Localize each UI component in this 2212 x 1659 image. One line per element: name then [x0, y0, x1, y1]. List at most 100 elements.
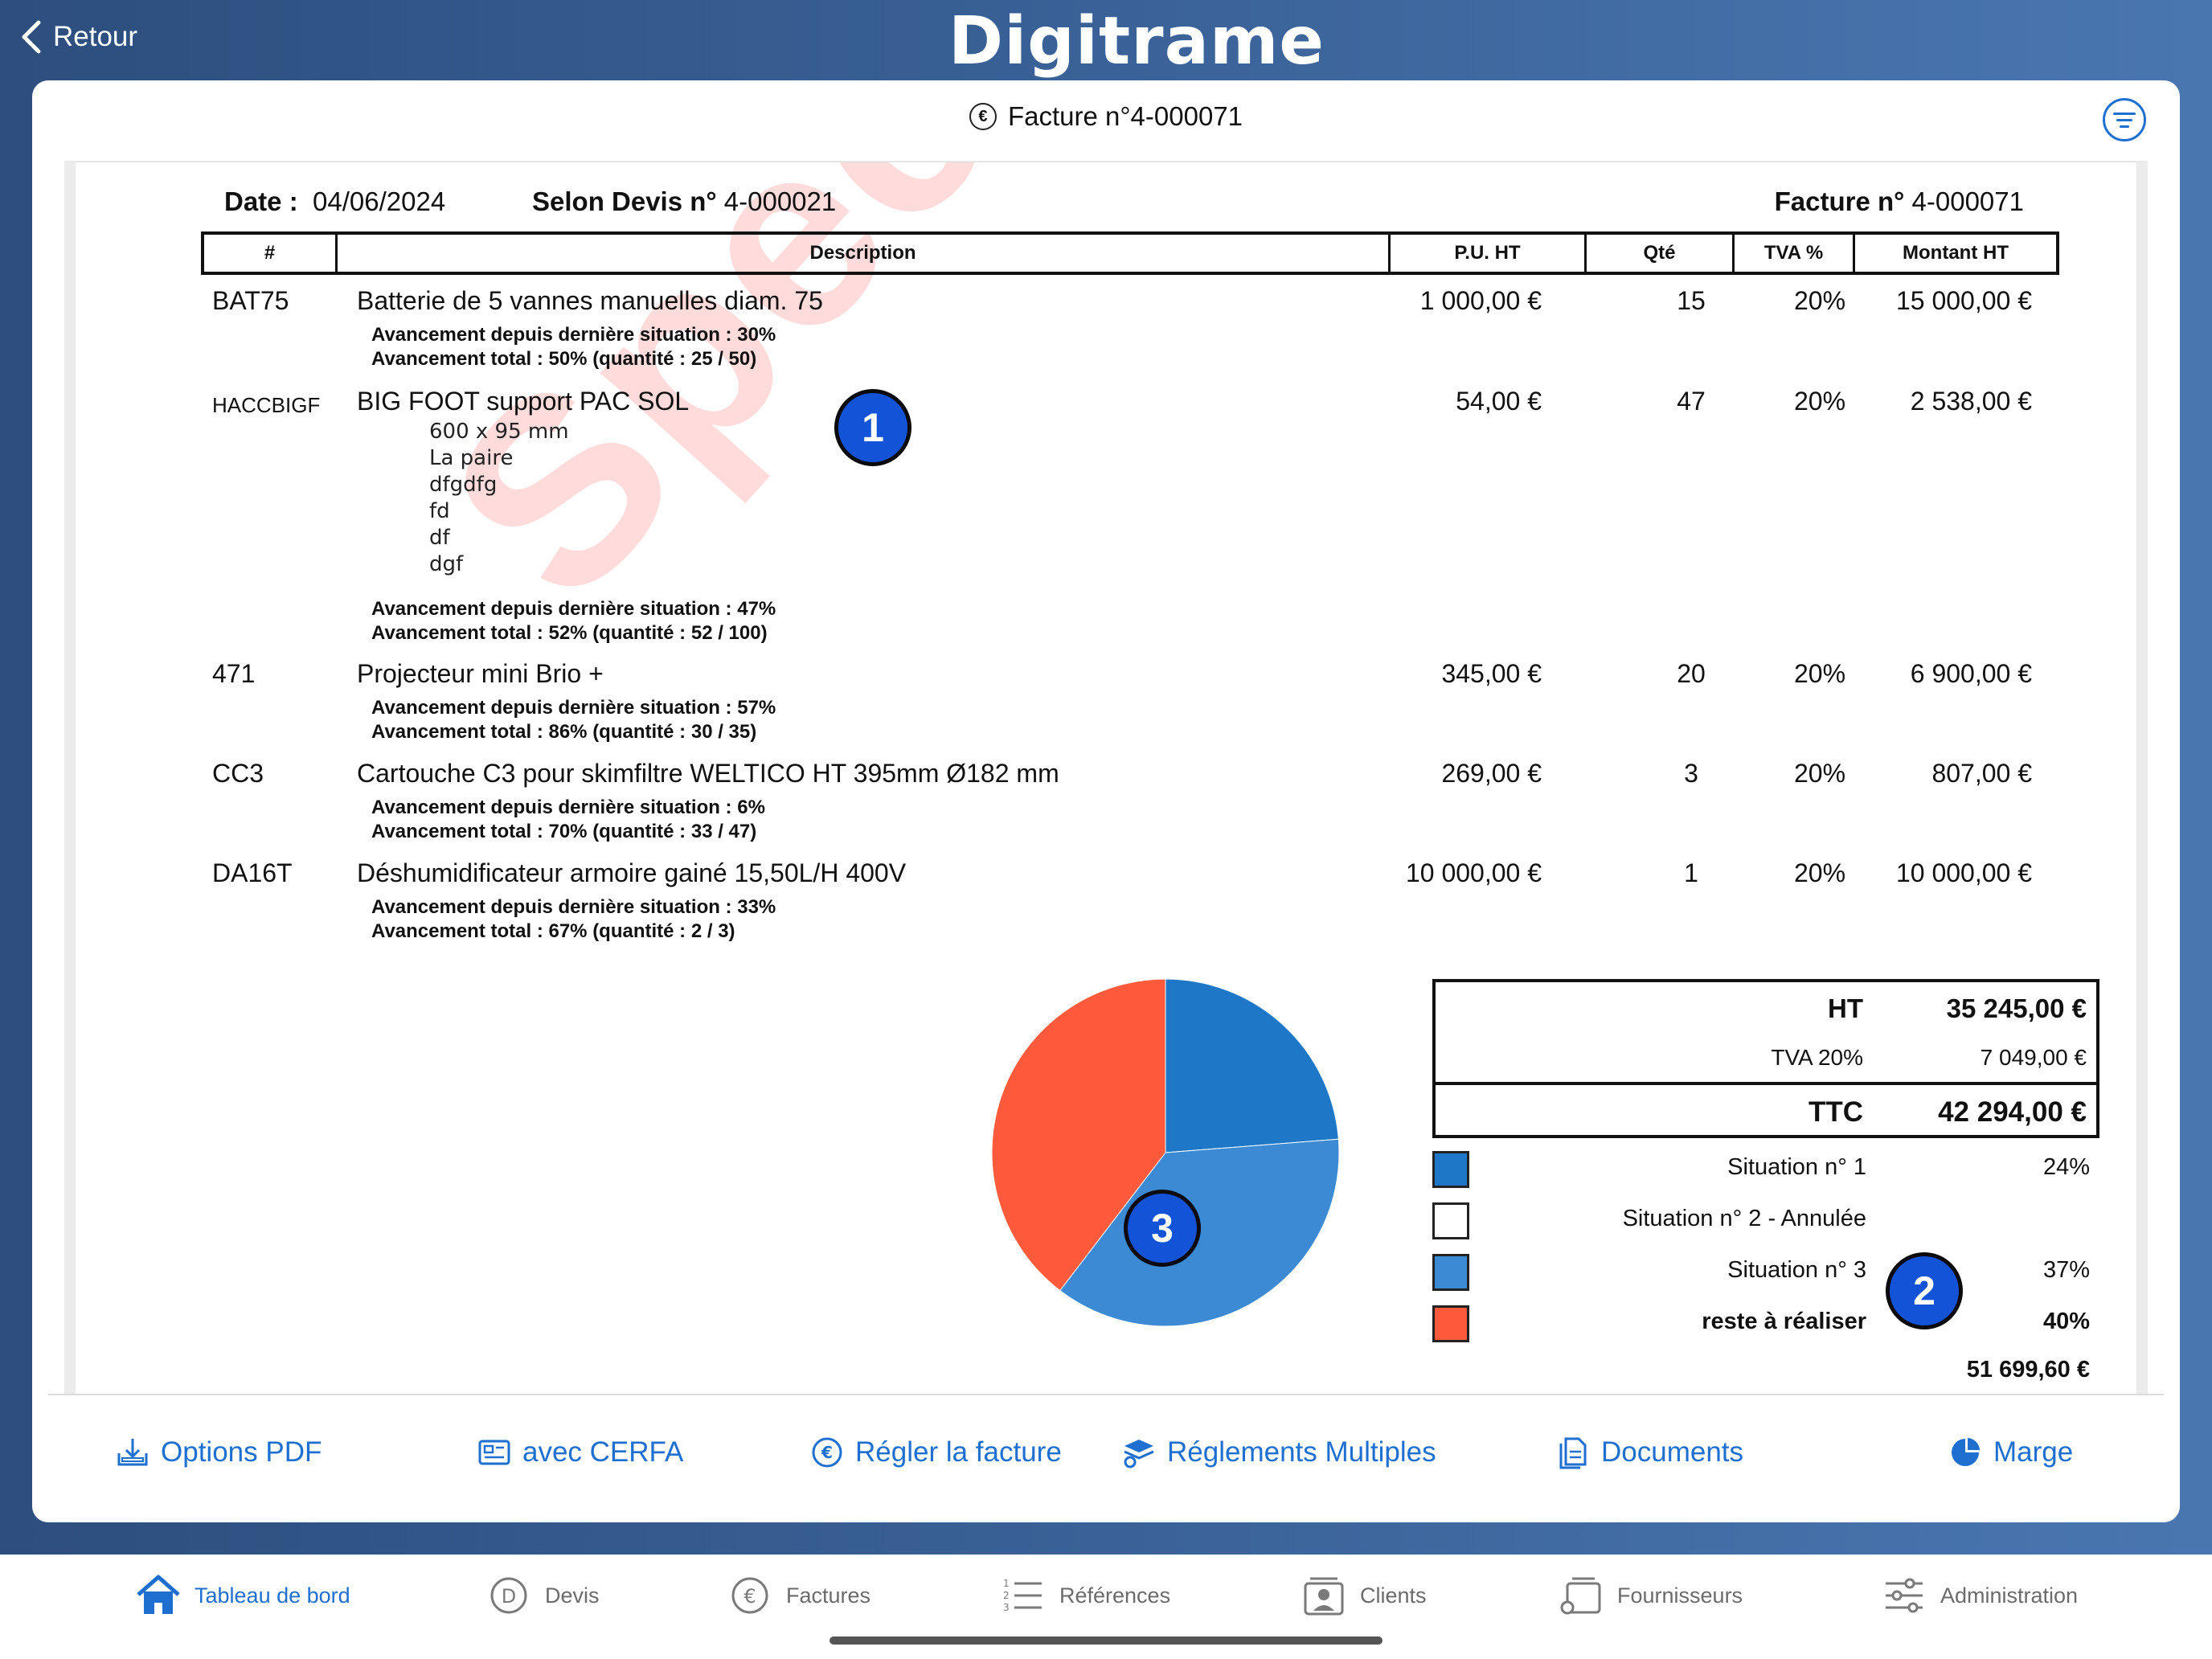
margin-button[interactable]: Marge	[1948, 1436, 2073, 1469]
item-detail-line: df	[429, 526, 450, 550]
divider	[48, 1394, 2164, 1395]
tab-dashboard-label: Tableau de bord	[195, 1583, 350, 1608]
tva-value: 7 049,00 €	[1980, 1045, 2087, 1070]
item-code: DA16T	[212, 858, 293, 887]
suppliers-icon	[1560, 1577, 1601, 1615]
item-code: 471	[212, 659, 256, 688]
item-tva: 20%	[1793, 387, 1846, 416]
ttc-value: 42 294,00 €	[1938, 1096, 2087, 1128]
item-progress-total: Avancement total : 50% (quantité : 25 / …	[371, 348, 757, 370]
ttc-label: TTC	[1808, 1096, 1863, 1128]
options-pdf-button[interactable]: Options PDF	[116, 1436, 322, 1469]
home-icon	[137, 1575, 180, 1614]
item-progress-total: Avancement total : 86% (quantité : 30 / …	[371, 721, 757, 743]
multiple-payments-label: Réglements Multiples	[1167, 1436, 1436, 1468]
item-description: Batterie de 5 vannes manuelles diam. 75	[357, 286, 823, 315]
item-description: Cartouche C3 pour skimfiltre WELTICO HT …	[357, 759, 1059, 788]
numbered-list-icon: 123	[1003, 1578, 1042, 1613]
tab-factures[interactable]: € Factures	[727, 1572, 870, 1619]
item-pu: 10 000,00 €	[1405, 858, 1542, 887]
item-code: HACCBIGF	[212, 393, 321, 417]
date-label: Date :	[224, 186, 298, 216]
item-pu: 269,00 €	[1441, 759, 1542, 788]
svg-text:3: 3	[1003, 1602, 1010, 1613]
legend-label: reste à réaliser	[1702, 1309, 1866, 1334]
legend-item: reste à réaliser 40%	[1432, 1302, 2099, 1342]
legend-label: Situation n° 3	[1727, 1257, 1866, 1283]
tab-factures-label: Factures	[786, 1583, 871, 1608]
pie-chart-icon	[1952, 1438, 1980, 1466]
item-tva: 20%	[1793, 659, 1846, 688]
cerfa-label: avec CERFA	[522, 1436, 684, 1468]
tab-references-label: Références	[1059, 1583, 1171, 1608]
cerfa-button[interactable]: avec CERFA	[477, 1436, 683, 1469]
tab-devis[interactable]: D Devis	[485, 1572, 600, 1619]
action-bar: Options PDF avec CERFA € Régler la factu…	[32, 1436, 2180, 1484]
home-indicator	[830, 1636, 1382, 1645]
clients-icon	[1304, 1577, 1344, 1616]
back-button[interactable]: Retour	[19, 19, 137, 55]
item-montant: 10 000,00 €	[1895, 858, 2032, 887]
grand-total: 51 699,60 €	[1966, 1357, 2090, 1382]
pay-invoice-button[interactable]: € Régler la facture	[810, 1436, 1062, 1469]
svg-text:€: €	[821, 1443, 833, 1462]
item-detail-line: dfgdfg	[429, 473, 498, 497]
top-bar: Retour Digitrame	[0, 0, 2212, 80]
devis-line: Selon Devis n° 4-000021	[532, 186, 836, 217]
item-pu: 54,00 €	[1456, 387, 1542, 416]
item-tva: 20%	[1793, 858, 1846, 887]
legend-swatch	[1432, 1151, 1469, 1188]
legend-pct: 24%	[2042, 1154, 2090, 1180]
item-detail-line: dgf	[429, 552, 464, 576]
tab-clients[interactable]: Clients	[1301, 1572, 1427, 1619]
options-pdf-label: Options PDF	[161, 1436, 322, 1468]
annotation-badge-2: 2	[1886, 1252, 1963, 1329]
invoice-document[interactable]: Speci Date : 04/06/2024 Selon Devis n° 4…	[64, 161, 2148, 1394]
item-description: Déshumidificateur armoire gainé 15,50L/H…	[357, 858, 907, 887]
item-progress-since: Avancement depuis dernière situation : 5…	[371, 697, 776, 719]
card-icon	[478, 1440, 510, 1465]
invoice-card: € Facture n°4-000071 Speci Date : 04/06/…	[32, 80, 2180, 1522]
item-progress-since: Avancement depuis dernière situation : 4…	[371, 598, 776, 620]
multiple-payments-button[interactable]: Réglements Multiples	[1122, 1436, 1436, 1469]
item-pu: 345,00 €	[1441, 659, 1542, 688]
app-logo: Digitrame	[948, 3, 1325, 80]
item-progress-total: Avancement total : 70% (quantité : 33 / …	[371, 821, 757, 842]
stack-coins-icon	[1124, 1440, 1154, 1469]
item-progress-since: Avancement depuis dernière situation : 3…	[371, 896, 776, 918]
totals-box: HT 35 245,00 € TVA 20% 7 049,00 € TTC 42…	[1432, 979, 2099, 1138]
item-tva: 20%	[1793, 286, 1846, 315]
legend-pct: 37%	[2042, 1257, 2090, 1283]
euro-icon: €	[731, 1577, 768, 1614]
documents-button[interactable]: Documents	[1556, 1436, 1743, 1469]
tab-administration[interactable]: Administration	[1881, 1572, 2078, 1619]
item-montant: 2 538,00 €	[1910, 387, 2032, 416]
ht-value: 35 245,00 €	[1946, 993, 2087, 1023]
tab-clients-label: Clients	[1360, 1583, 1427, 1608]
item-montant: 807,00 €	[1931, 759, 2032, 788]
col-montant: Montant HT	[1903, 242, 2009, 264]
tab-fournisseurs[interactable]: Fournisseurs	[1558, 1572, 1743, 1619]
download-tray-icon	[117, 1439, 148, 1466]
svg-text:D: D	[502, 1585, 516, 1608]
item-code: BAT75	[212, 286, 289, 315]
tab-devis-label: Devis	[545, 1583, 600, 1608]
back-label: Retour	[53, 21, 138, 52]
item-qte: 15	[1677, 286, 1706, 315]
item-progress-total: Avancement total : 52% (quantité : 52 / …	[371, 622, 768, 644]
pie-slice-situation-n-1	[1165, 978, 1339, 1153]
euro-icon: €	[812, 1437, 842, 1468]
item-montant: 15 000,00 €	[1895, 286, 2032, 315]
situation-pie-chart	[991, 978, 1340, 1327]
col-description: Description	[338, 235, 1391, 272]
chevron-left-icon	[22, 20, 41, 54]
filter-menu-button[interactable]	[2103, 98, 2146, 141]
documents-icon	[1559, 1437, 1587, 1469]
item-progress-since: Avancement depuis dernière situation : 3…	[371, 324, 776, 346]
devis-value: 4-000021	[723, 186, 837, 216]
item-progress-total: Avancement total : 67% (quantité : 2 / 3…	[371, 920, 735, 942]
legend-item: Situation n° 2 - Annulée	[1432, 1199, 2099, 1239]
tab-dashboard[interactable]: Tableau de bord	[135, 1572, 350, 1619]
item-progress-since: Avancement depuis dernière situation : 6…	[371, 797, 765, 818]
